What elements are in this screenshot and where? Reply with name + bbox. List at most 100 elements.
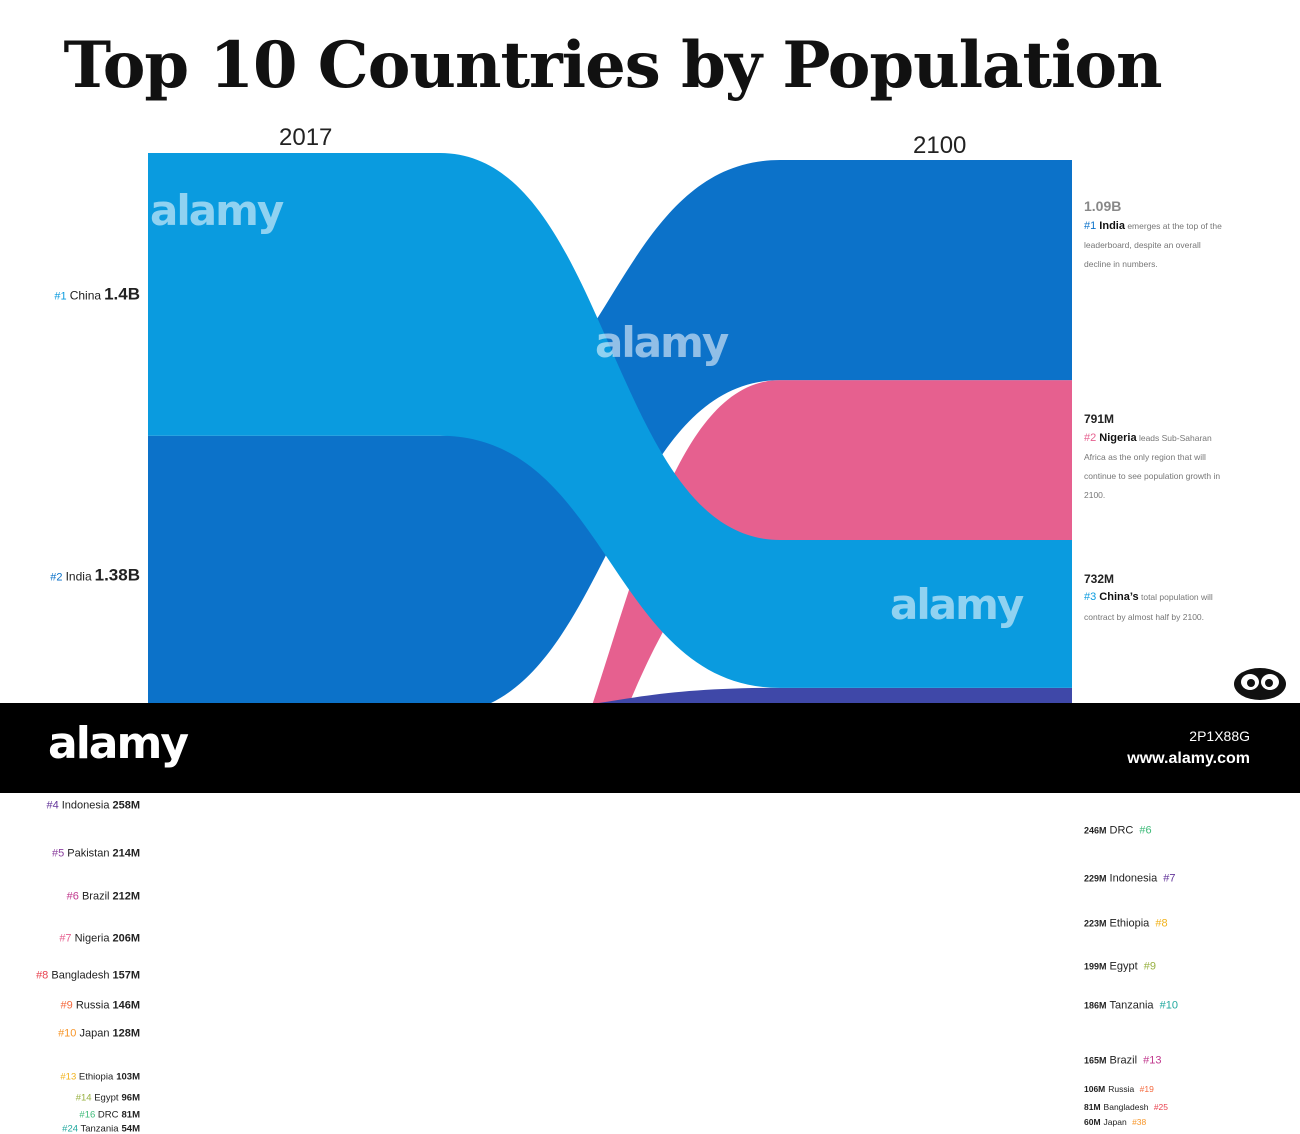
- value-2100: 60M: [1084, 1116, 1101, 1127]
- sankey-chart: [148, 153, 1072, 703]
- annotation: 1.09B #1 India emerges at the top of the …: [1084, 198, 1224, 272]
- value-2017: 128M: [112, 1027, 140, 1040]
- rank-2017: #10: [58, 1027, 80, 1040]
- country-name: Tanzania: [1109, 999, 1154, 1012]
- value-2100: 199M: [1084, 961, 1107, 972]
- annotation: 791M #2 Nigeria leads Sub-Saharan Africa …: [1084, 412, 1224, 503]
- rank-2100: #25: [1151, 1102, 1168, 1113]
- country-name: Bangladesh: [1103, 1102, 1149, 1113]
- value-2017: 81M: [121, 1109, 140, 1121]
- value-2100: 229M: [1084, 873, 1107, 884]
- value-2100: 1.09B: [1084, 198, 1122, 214]
- flow-band-us: [598, 687, 1072, 703]
- right-label: 165M Brazil #13: [1084, 1054, 1162, 1067]
- country-name: Tanzania: [80, 1123, 119, 1134]
- value-2017: 206M: [112, 932, 140, 945]
- country-name: Brazil: [1109, 1054, 1138, 1067]
- country-name: Ethiopia: [78, 1071, 114, 1083]
- left-label: #14 Egypt 96M: [76, 1093, 140, 1103]
- left-label: #4 Indonesia 258M: [46, 799, 140, 812]
- left-label: #13 Ethiopia 103M: [60, 1071, 140, 1083]
- rank-2017: #24: [62, 1123, 81, 1134]
- rank-2017: #2: [50, 571, 66, 584]
- value-2100: 246M: [1084, 825, 1107, 836]
- rank-2017: #4: [46, 799, 62, 812]
- flow-band-nigeria: [592, 380, 1072, 703]
- rank-2017: #13: [60, 1071, 79, 1083]
- country-name: Nigeria: [1099, 431, 1137, 444]
- flow-band-china: [148, 153, 1072, 688]
- left-label: #16 DRC 81M: [79, 1109, 140, 1121]
- country-name: India: [65, 569, 92, 584]
- value-2100: 732M: [1084, 571, 1115, 586]
- right-label: 223M Ethiopia #8: [1084, 917, 1168, 930]
- value-2100: 186M: [1084, 1000, 1107, 1011]
- left-label: #10 Japan 128M: [58, 1027, 140, 1040]
- right-label: 229M Indonesia #7: [1084, 873, 1176, 884]
- left-label: #2 India 1.38B: [50, 567, 140, 584]
- country-name: Pakistan: [67, 847, 110, 860]
- bottom-bar: [0, 703, 1300, 793]
- rank-2100: #38: [1129, 1116, 1147, 1127]
- left-label: #5 Pakistan 214M: [52, 848, 140, 859]
- country-name: Brazil: [81, 890, 110, 903]
- rank-2017: #5: [51, 847, 68, 860]
- country-name: DRC: [1109, 824, 1134, 837]
- left-label: #1 China 1.4B: [54, 286, 140, 303]
- rank-2100: #10: [1156, 999, 1178, 1012]
- country-name: India: [1099, 219, 1125, 232]
- country-name: Egypt: [1109, 960, 1138, 973]
- country-name: Japan: [79, 1027, 110, 1040]
- annotation-text: total population will contract by almost…: [1084, 592, 1213, 622]
- rank-2100: #13: [1140, 1054, 1162, 1067]
- value-2017: 157M: [112, 969, 140, 982]
- value-2017: 214M: [112, 847, 140, 860]
- rank-2100: #2: [1084, 431, 1100, 444]
- rank-2017: #14: [75, 1091, 95, 1103]
- value-2017: 1.38B: [94, 565, 140, 585]
- rank-2100: #19: [1137, 1083, 1154, 1094]
- right-label: 186M Tanzania #10: [1084, 1000, 1178, 1011]
- rank-2100: #9: [1140, 960, 1156, 973]
- value-2100: 81M: [1084, 1102, 1101, 1113]
- annotation-text: emerges at the top of the leaderboard, d…: [1084, 220, 1222, 270]
- left-label: #6 Brazil 212M: [67, 891, 140, 902]
- chart-title: Top 10 Countries by Population: [63, 28, 1162, 103]
- value-2017: 258M: [112, 799, 140, 812]
- rank-2100: #6: [1136, 824, 1152, 837]
- value-2017: 1.4B: [104, 284, 140, 304]
- year-label-right: 2100: [913, 132, 967, 159]
- annotation-text: leads Sub-Saharan Africa as the only reg…: [1084, 432, 1221, 501]
- year-label-left: 2017: [279, 124, 333, 151]
- country-name: Indonesia: [61, 799, 110, 812]
- left-label: #7 Nigeria 206M: [59, 932, 140, 945]
- annotation: 732M #3 China’s total population will con…: [1084, 572, 1224, 625]
- value-2017: 103M: [116, 1071, 140, 1083]
- value-2100: 223M: [1084, 918, 1107, 929]
- value-2017: 212M: [112, 890, 140, 903]
- right-label: 246M DRC #6: [1084, 825, 1152, 836]
- right-label: 199M Egypt #9: [1084, 961, 1156, 972]
- country-name: Indonesia: [1109, 872, 1158, 885]
- left-label: #24 Tanzania 54M: [62, 1124, 140, 1134]
- country-name: Nigeria: [74, 932, 110, 945]
- value-2100: 106M: [1084, 1083, 1106, 1094]
- value-2100: 165M: [1084, 1055, 1107, 1066]
- rank-2017: #7: [59, 932, 75, 945]
- value-2017: 96M: [121, 1091, 140, 1103]
- right-label: 106M Russia #19: [1084, 1084, 1154, 1093]
- right-label: 81M Bangladesh #25: [1084, 1103, 1168, 1112]
- value-2100: 791M: [1084, 412, 1115, 427]
- country-name: Ethiopia: [1109, 917, 1150, 930]
- country-name: Russia: [1108, 1083, 1135, 1094]
- left-label: #8 Bangladesh 157M: [36, 970, 140, 981]
- country-name: China: [69, 288, 102, 303]
- country-name: DRC: [97, 1109, 119, 1121]
- site-url: www.alamy.com: [1127, 750, 1250, 767]
- rank-2017: #16: [79, 1109, 98, 1121]
- country-name: China’s: [1099, 591, 1139, 604]
- rank-2017: #8: [36, 969, 52, 982]
- country-name: Bangladesh: [51, 969, 110, 982]
- brand-logo: alamy: [48, 718, 189, 769]
- rank-2100: #8: [1152, 917, 1168, 930]
